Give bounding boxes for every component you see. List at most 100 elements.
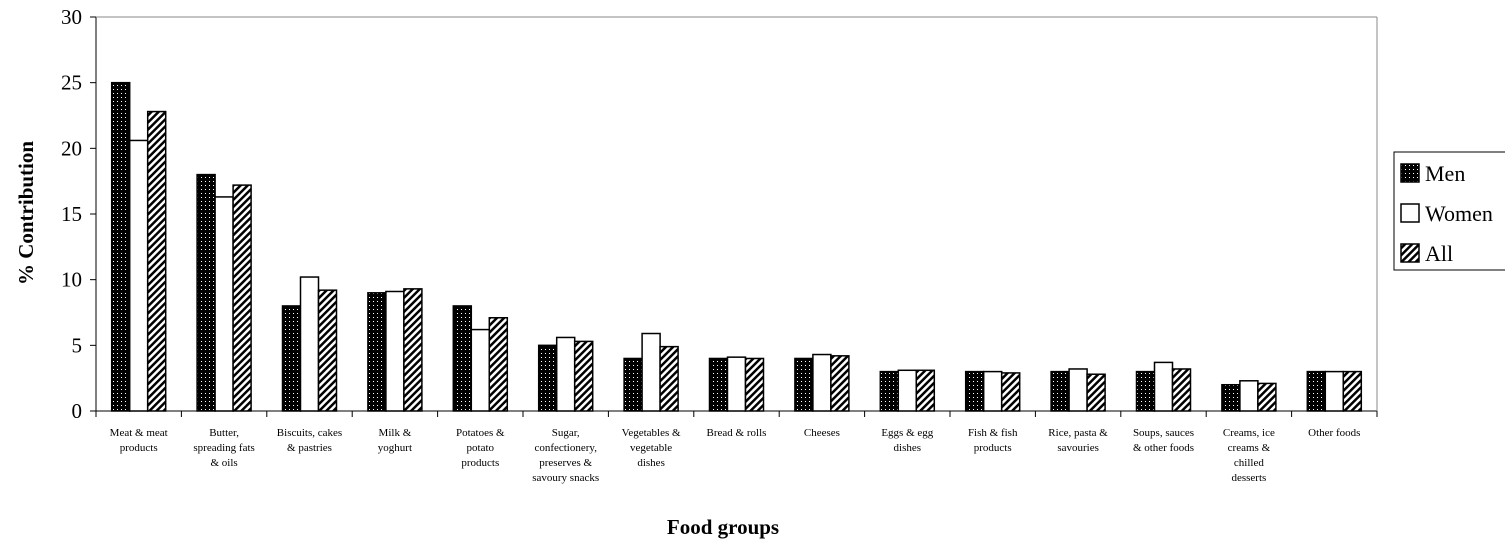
legend-label-men: Men <box>1425 161 1465 186</box>
bar-all <box>744 357 765 412</box>
y-tick-label: 10 <box>61 268 82 292</box>
bar-all <box>403 288 423 412</box>
x-category-labels-group: Meat & meat products Butter, spreading fats… <box>110 427 1361 484</box>
x-category-label-line: dishes <box>894 442 922 454</box>
x-category-label-line: Other foods <box>1308 427 1360 439</box>
x-category-label: Potatoes & potato products <box>456 427 505 469</box>
x-category-label-line: Bread & rolls <box>707 427 767 439</box>
bar-men <box>452 305 473 412</box>
x-category-label: Eggs & egg dishes <box>881 427 933 454</box>
bar-women <box>1324 370 1345 412</box>
bar-women <box>1068 368 1088 412</box>
y-tick-label: 30 <box>61 5 82 29</box>
x-category-label: Soups, sauces & other foods <box>1133 427 1194 454</box>
bar-all <box>317 289 338 412</box>
legend-label-all: All <box>1425 241 1453 266</box>
bar-all <box>1342 370 1363 412</box>
bars-group <box>110 81 1363 412</box>
bar-all <box>573 340 594 412</box>
x-category-label: Fish & fish products <box>968 427 1018 454</box>
x-category-label-line: Butter, <box>209 427 239 439</box>
x-axis-title: Food groups <box>667 515 779 539</box>
x-category-label-line: savouries <box>1057 442 1099 454</box>
y-ticks-group: 0 5 10 15 20 25 30 <box>61 5 96 423</box>
x-category-label-line: Potatoes & <box>456 427 505 439</box>
bar-women <box>299 276 320 412</box>
x-category-label: Rice, pasta & savouries <box>1048 427 1108 454</box>
bar-men <box>196 173 216 412</box>
legend-swatch-women <box>1400 203 1420 223</box>
x-category-label-line: vegetable <box>630 442 672 454</box>
x-category-label-line: Cheeses <box>804 427 840 439</box>
bar-men <box>110 81 131 412</box>
x-category-label: Milk & yoghurt <box>378 427 412 454</box>
x-category-label: Bread & rolls <box>707 427 767 439</box>
x-category-label-line: savoury snacks <box>532 472 599 484</box>
x-category-label: Other foods <box>1308 427 1360 439</box>
bar-women <box>385 290 405 412</box>
x-category-label-line: Rice, pasta & <box>1048 427 1108 439</box>
x-category-label: Creams, ice creams & chilled desserts <box>1223 427 1275 484</box>
bar-men <box>708 357 729 412</box>
bar-all <box>1086 373 1106 412</box>
bar-men <box>1135 370 1156 412</box>
x-category-label-line: & oils <box>210 457 237 469</box>
bar-all <box>1171 368 1192 412</box>
bar-all <box>915 369 936 412</box>
x-category-label-line: confectionery, <box>534 442 597 454</box>
x-category-label-line: Fish & fish <box>968 427 1018 439</box>
y-tick-label: 5 <box>72 333 83 357</box>
x-category-label-line: creams & <box>1228 442 1271 454</box>
bar-men <box>367 292 387 412</box>
bar-women <box>214 196 234 412</box>
x-category-label-line: potato <box>467 442 495 454</box>
bar-men <box>281 305 302 412</box>
bar-men <box>1306 370 1327 412</box>
bar-all <box>488 317 509 412</box>
bar-women <box>1239 380 1259 412</box>
x-category-label-line: dishes <box>637 457 665 469</box>
x-category-label-line: chilled <box>1234 457 1264 469</box>
legend-swatch-men <box>1400 163 1420 183</box>
y-tick-label: 20 <box>61 136 82 160</box>
x-category-label: Cheeses <box>804 427 840 439</box>
bar-women <box>470 328 491 412</box>
bar-all <box>146 110 167 412</box>
x-category-label-line: products <box>120 442 158 454</box>
bar-men <box>794 357 814 412</box>
x-category-label-line: Soups, sauces <box>1133 427 1194 439</box>
bar-women <box>812 353 832 412</box>
x-category-label-line: Creams, ice <box>1223 427 1275 439</box>
x-category-label: Sugar, confectionery, preserves & savoury s… <box>532 427 599 484</box>
legend: Men Women All <box>1393 151 1505 271</box>
y-tick-label: 0 <box>72 399 83 423</box>
bar-all <box>659 345 679 412</box>
x-category-label-line: Eggs & egg <box>881 427 933 439</box>
bar-men <box>537 344 558 412</box>
x-category-label-line: products <box>974 442 1012 454</box>
bar-all <box>1257 382 1277 412</box>
y-axis-title: % Contribution <box>14 141 38 285</box>
x-category-label-line: & other foods <box>1133 442 1194 454</box>
bar-men <box>623 357 643 412</box>
bar-women <box>982 370 1003 412</box>
bar-men <box>964 370 985 412</box>
bar-women <box>555 336 576 412</box>
y-tick-label: 15 <box>61 202 82 226</box>
bar-women <box>726 356 747 412</box>
bar-all <box>830 355 850 412</box>
x-category-label-line: preserves & <box>539 457 592 469</box>
x-category-label-line: Meat & meat <box>110 427 168 439</box>
bar-men <box>1221 383 1241 412</box>
x-category-label-line: Biscuits, cakes <box>277 427 342 439</box>
x-category-label-line: Vegetables & <box>622 427 681 439</box>
x-category-label-line: Milk & <box>379 427 412 439</box>
x-category-label-line: spreading fats <box>193 442 254 454</box>
x-category-label-line: yoghurt <box>378 442 412 454</box>
bar-all <box>232 184 252 412</box>
legend-swatch-all <box>1400 243 1420 263</box>
bar-all <box>1000 372 1021 412</box>
bar-men <box>1050 370 1070 412</box>
x-category-label: Vegetables & vegetable dishes <box>622 427 681 469</box>
